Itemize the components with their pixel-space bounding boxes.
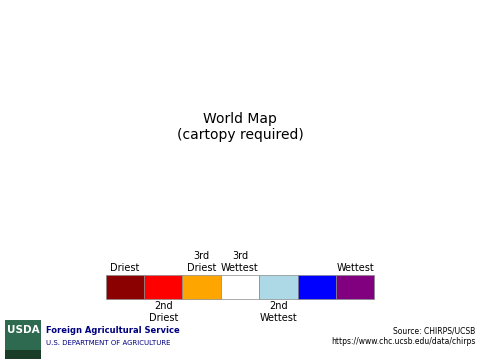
Text: U.S. DEPARTMENT OF AGRICULTURE: U.S. DEPARTMENT OF AGRICULTURE [46,340,170,346]
Bar [259,275,298,298]
Text: World Map
(cartopy required): World Map (cartopy required) [177,112,303,142]
Text: Source: CHIRPS/UCSB
https://www.chc.ucsb.edu/data/chirps: Source: CHIRPS/UCSB https://www.chc.ucsb… [331,326,475,346]
Text: Foreign Agricultural Service: Foreign Agricultural Service [46,326,180,335]
Bar [144,275,182,298]
Text: USDA: USDA [7,325,40,335]
Bar [221,275,259,298]
Text: 2nd
Driest: 2nd Driest [148,301,178,323]
Bar [298,275,336,298]
Text: Driest: Driest [110,262,140,273]
Bar [5,319,41,359]
Text: Wettest: Wettest [336,262,374,273]
Bar [5,350,41,359]
Bar [336,275,374,298]
Bar [182,275,221,298]
Text: 2nd
Wettest: 2nd Wettest [260,301,297,323]
Text: 3rd
Wettest: 3rd Wettest [221,251,259,273]
Text: 3rd
Driest: 3rd Driest [187,251,216,273]
Bar [106,275,144,298]
